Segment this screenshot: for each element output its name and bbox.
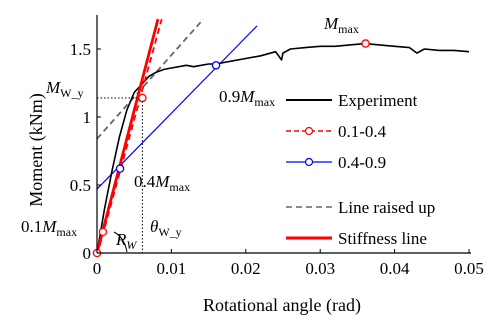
legend-label-0-4-0-9: 0.4-0.9 [338, 153, 386, 172]
annotation-0-1-m-max: 0.1Mmax [21, 217, 77, 239]
x-tick-label: 0.05 [454, 259, 484, 278]
y-tick-label: 0.5 [70, 176, 91, 195]
point-0-4-0-9 [116, 165, 123, 172]
x-axis-title: Rotational angle (rad) [203, 295, 361, 316]
y-tick-label: 1 [83, 108, 92, 127]
point-0-1-0-4 [139, 94, 146, 101]
series-line-line-raised-up [97, 19, 203, 139]
x-tick-label: 0.02 [231, 259, 261, 278]
legend-label-raised-up: Line raised up [338, 198, 435, 217]
point-0-4-0-9 [212, 62, 219, 69]
point-0-1-0-4 [362, 40, 369, 47]
x-tick-label: 0.01 [157, 259, 187, 278]
legend: Experiment 0.1-0.4 0.4-0.9 Line raised u… [286, 91, 435, 248]
legend-label-stiffness: Stiffness line [338, 229, 427, 248]
y-tick-label: 1.5 [70, 40, 91, 59]
y-axis-title: Moment (kNm) [26, 93, 47, 206]
x-tick-label: 0 [93, 259, 102, 278]
legend-marker-0-4-0-9 [306, 159, 313, 166]
annotation-m-w-y: MW_y [45, 78, 84, 100]
annotation-theta-w-y: θW_y [150, 217, 182, 239]
legend-label-0-1-0-4: 0.1-0.4 [338, 122, 387, 141]
x-tick-label: 0.04 [380, 259, 410, 278]
legend-label-experiment: Experiment [338, 91, 418, 110]
point-0-1-0-4 [99, 228, 106, 235]
x-tick-label: 0.03 [305, 259, 335, 278]
annotation-0-9-m-max: 0.9Mmax [219, 87, 275, 109]
y-tick-label: 0 [83, 244, 92, 263]
legend-marker-0-1-0-4 [306, 128, 313, 135]
annotation-0-4-m-max: 0.4Mmax [134, 172, 190, 194]
annotation-m-max: Mmax [323, 14, 359, 36]
marker-layer [93, 40, 369, 257]
